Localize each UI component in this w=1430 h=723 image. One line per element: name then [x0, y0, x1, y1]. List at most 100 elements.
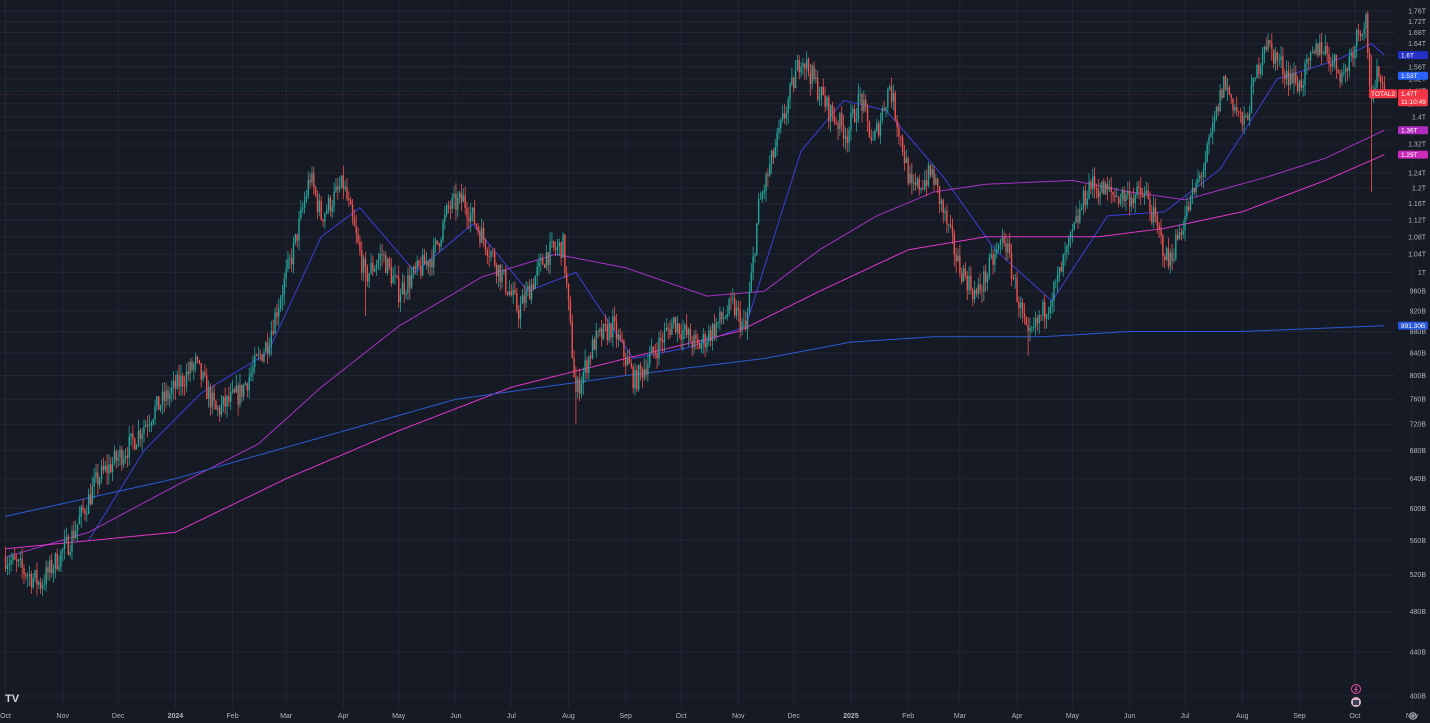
candle-body: [353, 217, 356, 227]
candle: [159, 404, 162, 413]
candle: [887, 87, 889, 115]
candle-body: [386, 258, 389, 273]
candle: [966, 271, 968, 301]
candle-body: [1324, 45, 1327, 54]
candle: [1151, 204, 1153, 226]
candle: [135, 444, 138, 450]
candle-body: [1060, 267, 1063, 272]
candle: [1020, 296, 1022, 319]
candle: [1005, 233, 1007, 261]
candle: [853, 104, 856, 123]
candle-body: [556, 246, 559, 250]
candle-body: [656, 353, 658, 359]
candle: [1040, 314, 1042, 322]
candle: [1141, 187, 1144, 198]
candle-body: [25, 574, 27, 577]
candle-body: [1258, 64, 1260, 75]
candle: [377, 252, 380, 270]
candle-body: [486, 250, 489, 257]
candle-body: [222, 396, 225, 405]
candle: [1143, 186, 1146, 205]
candle-body: [1368, 53, 1371, 86]
y-tick-label: 1.16T: [1408, 201, 1427, 208]
candle-body: [1021, 302, 1024, 314]
candle: [1343, 63, 1345, 77]
moving-average-line: [5, 129, 1385, 558]
candle: [451, 192, 453, 214]
candle-body: [399, 294, 402, 303]
candle: [204, 364, 206, 378]
candle: [54, 552, 57, 579]
candle-body: [924, 180, 926, 189]
candle-body: [767, 173, 769, 176]
candle: [357, 227, 359, 245]
candle: [248, 367, 250, 399]
candle: [244, 380, 247, 386]
candle: [420, 256, 422, 280]
candle-body: [43, 584, 46, 586]
candle-body: [999, 240, 1002, 246]
candle: [931, 163, 933, 178]
calendar-icon[interactable]: [1351, 697, 1361, 707]
candle: [584, 349, 586, 383]
lightning-icon[interactable]: [1351, 684, 1361, 694]
candle: [71, 525, 73, 561]
candle-body: [19, 558, 22, 560]
candle: [1036, 314, 1039, 331]
candle-body: [593, 339, 596, 350]
candle: [733, 292, 736, 318]
candle: [543, 263, 546, 269]
candle: [745, 311, 747, 332]
candle-body: [268, 346, 271, 354]
candle: [582, 367, 584, 395]
candle: [89, 483, 92, 506]
candle-body: [17, 559, 20, 562]
candle: [1060, 261, 1063, 272]
candle-body: [704, 334, 706, 348]
candle-body: [580, 383, 583, 394]
candle-body: [791, 77, 793, 85]
candle: [100, 459, 103, 484]
candle: [1088, 172, 1090, 200]
candle-body: [423, 254, 426, 265]
candle: [1084, 184, 1087, 213]
candle: [1145, 181, 1147, 197]
candle-body: [134, 438, 136, 450]
candle: [861, 92, 863, 123]
candle-body: [1036, 318, 1039, 324]
candle: [1352, 46, 1354, 67]
candle: [510, 284, 513, 297]
gear-icon[interactable]: [1409, 712, 1417, 720]
candle: [196, 355, 199, 364]
candle: [329, 195, 332, 217]
candle: [649, 345, 651, 369]
candle-body: [279, 300, 282, 309]
candle-body: [156, 396, 158, 407]
candle-body: [1285, 70, 1288, 79]
candle: [327, 194, 330, 214]
candle: [743, 309, 745, 329]
candle: [1007, 237, 1009, 260]
candle: [717, 321, 719, 329]
candle-body: [721, 311, 723, 320]
candle-body: [1164, 256, 1166, 261]
candle-body: [377, 259, 380, 265]
candle: [1169, 249, 1171, 274]
candle-body: [868, 120, 871, 138]
candle: [1239, 107, 1242, 123]
y-tick-label: 1.72T: [1408, 19, 1427, 26]
candle-body: [314, 187, 317, 195]
candle-body: [1090, 181, 1092, 189]
candle-body: [289, 258, 291, 259]
price-tag-label: 1.29T: [1401, 152, 1418, 159]
candle: [270, 320, 273, 356]
candle-body: [78, 516, 81, 525]
candle-body: [665, 327, 668, 331]
candle-body: [1044, 301, 1046, 319]
candle-body: [802, 63, 804, 67]
candle: [894, 90, 896, 122]
candle-body: [959, 255, 961, 274]
